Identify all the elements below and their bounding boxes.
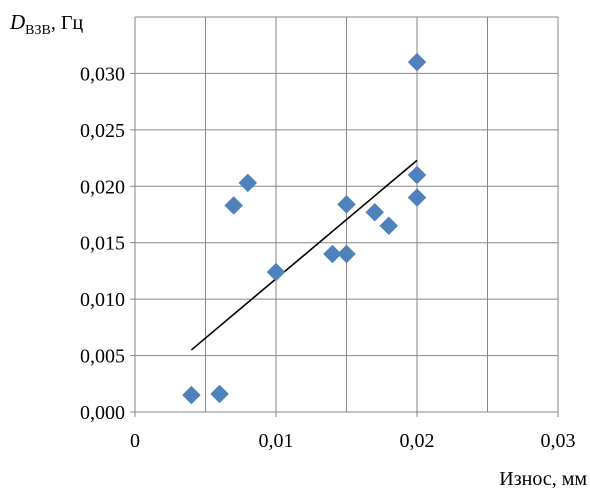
y-tick-label: 0,030 [80,63,125,85]
data-point-marker [224,196,244,215]
x-axis-label: Износ, мм [499,468,587,490]
points-layer [182,52,427,405]
data-point-marker [266,262,286,282]
data-point-marker [365,202,385,222]
data-point-marker [407,188,427,207]
y-tick-label: 0,005 [80,346,125,368]
data-point-marker [238,173,258,193]
x-tick-label: 0 [130,430,140,452]
trend-layer [190,159,418,351]
grid-layer [135,16,559,412]
x-tick-label: 0,01 [259,430,294,452]
data-point-marker [407,52,427,72]
y-axis-label-unit: , Гц [51,12,84,34]
data-point-marker [323,244,342,264]
tick-labels: 0,000 0,005 0,010 0,015 0,020 0,025 0,030 0 0,01… [80,63,576,452]
data-point-marker [337,244,356,264]
y-tick-label: 0,025 [80,120,125,142]
y-axis-label: DВЗВ, Гц [9,10,83,38]
y-tick-label: 0,020 [80,176,125,198]
data-point-marker [337,194,356,214]
x-tick-label: 0,03 [541,430,576,452]
x-tick-label: 0,02 [400,430,435,452]
data-point-marker [379,216,399,236]
trend-line [190,159,418,351]
axes-layer [130,17,559,417]
data-point-marker [182,385,201,405]
y-axis-label-sub: ВЗВ [25,23,51,38]
y-tick-label: 0,000 [80,402,125,424]
y-tick-label: 0,010 [80,289,125,311]
data-point-marker [407,165,427,185]
y-axis-label-main: D [9,10,25,34]
y-tick-label: 0,015 [80,233,125,255]
data-point-marker [210,384,229,404]
